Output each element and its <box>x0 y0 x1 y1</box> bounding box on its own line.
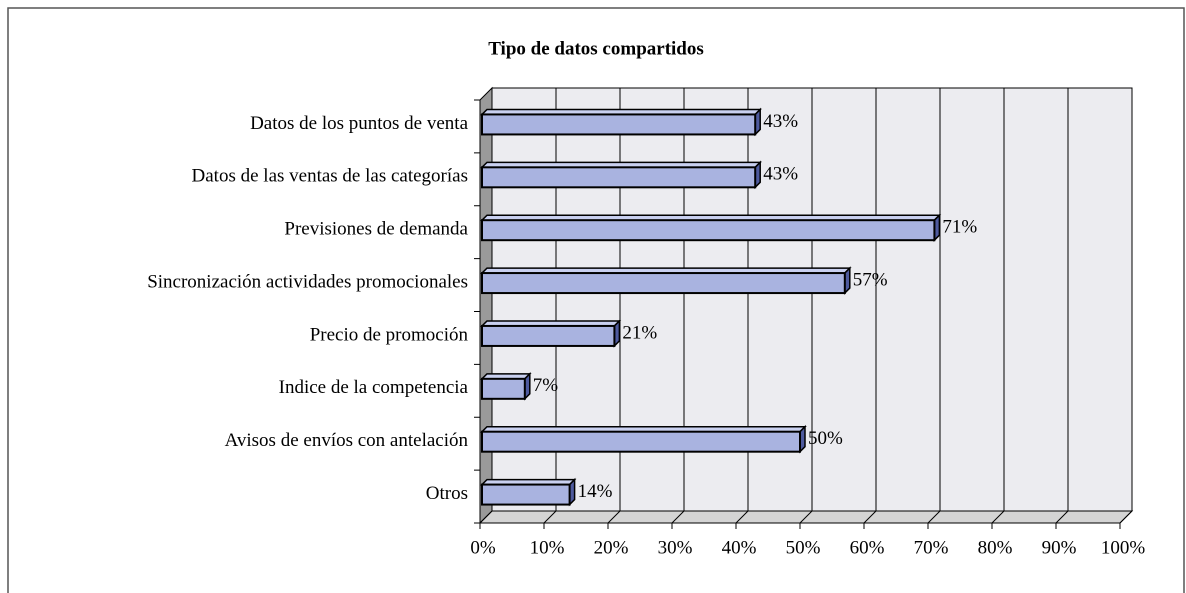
y-tick-label: Datos de las ventas de las categorías <box>192 166 468 187</box>
y-tick-label: Avisos de envíos con antelación <box>225 430 469 451</box>
bar <box>481 430 801 453</box>
data-label: 50% <box>808 428 843 449</box>
x-tick <box>991 510 1005 524</box>
x-tick-label: 40% <box>722 537 757 558</box>
y-tick-label: Datos de los puntos de venta <box>250 113 469 134</box>
x-tick-label: 50% <box>786 537 821 558</box>
x-tick <box>607 510 621 524</box>
x-tick <box>863 510 877 524</box>
x-tick-label: 60% <box>850 537 885 558</box>
x-tick-label: 100% <box>1101 537 1146 558</box>
x-tick-label: 0% <box>470 537 496 558</box>
y-tick-label: Precio de promoción <box>310 324 469 345</box>
data-label: 43% <box>763 111 798 132</box>
x-tick <box>671 510 685 524</box>
y-tick-label: Indice de la competencia <box>279 377 469 398</box>
bar <box>481 324 616 347</box>
x-tick <box>735 510 749 524</box>
bar <box>481 166 757 189</box>
x-tick <box>799 510 813 524</box>
data-label: 14% <box>578 481 613 502</box>
side-wall <box>479 86 493 525</box>
chart-title: Tipo de datos compartidos <box>488 38 704 59</box>
x-tick <box>1055 510 1069 524</box>
frame <box>7 7 1185 593</box>
x-tick-label: 90% <box>1042 537 1077 558</box>
bar <box>481 113 757 136</box>
x-tick <box>543 510 557 524</box>
bar <box>481 483 571 506</box>
data-label: 57% <box>853 269 888 290</box>
data-label: 21% <box>622 322 657 343</box>
data-label: 71% <box>942 217 977 238</box>
x-tick-label: 80% <box>978 537 1013 558</box>
data-label: 7% <box>533 375 559 396</box>
y-tick-label: Previsiones de demanda <box>284 219 468 240</box>
data-label: 43% <box>763 164 798 185</box>
x-tick <box>479 510 493 524</box>
bar <box>481 272 846 295</box>
x-tick-label: 70% <box>914 537 949 558</box>
x-tick <box>1119 510 1133 524</box>
bar <box>481 377 526 400</box>
x-tick-label: 20% <box>594 537 629 558</box>
bar <box>481 219 936 242</box>
x-tick <box>927 510 941 524</box>
y-tick-label: Sincronización actividades promocionales <box>147 271 468 292</box>
x-tick-label: 30% <box>658 537 693 558</box>
y-tick-label: Otros <box>426 483 468 504</box>
x-tick-label: 10% <box>530 537 565 558</box>
